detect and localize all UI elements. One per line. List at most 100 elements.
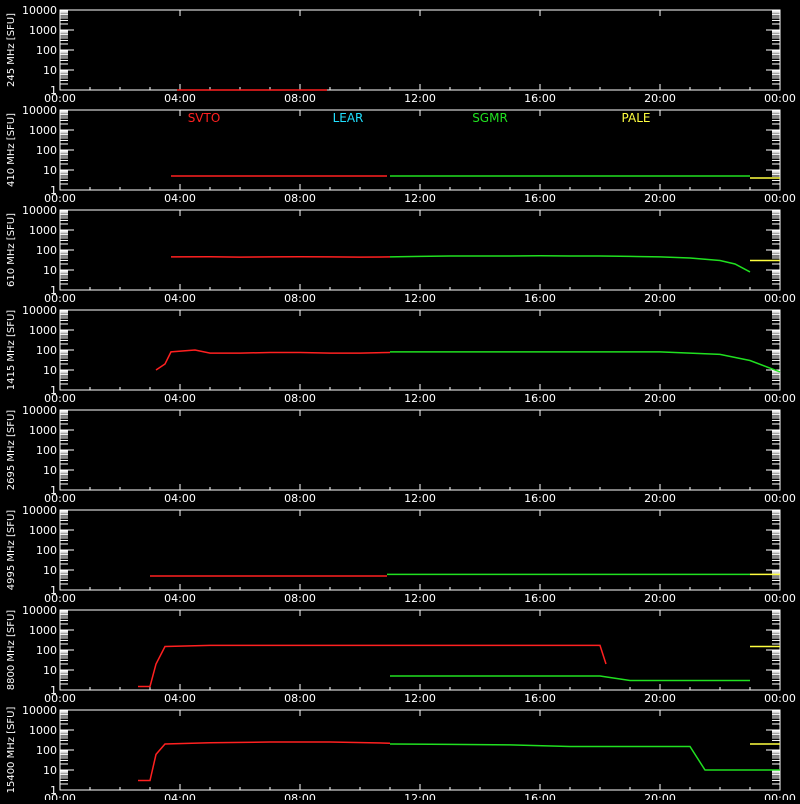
panel-frame [60,410,780,490]
y-tick-label: 10 [43,464,57,477]
y-tick-label: 100 [36,44,57,57]
y-tick-label: 100 [36,144,57,157]
x-tick-label: 12:00 [404,192,436,205]
panel-ylabel: 410 MHz [SFU] [6,113,17,187]
x-tick-label: 20:00 [644,292,676,305]
x-tick-label: 08:00 [284,292,316,305]
x-tick-label: 04:00 [164,592,196,605]
x-tick-label: 08:00 [284,592,316,605]
panel-ylabel: 245 MHz [SFU] [6,13,17,87]
x-tick-label: 20:00 [644,792,676,800]
x-tick-label: 16:00 [524,592,556,605]
x-tick-label: 20:00 [644,692,676,705]
y-tick-label: 10 [43,764,57,777]
x-tick-label: 20:00 [644,392,676,405]
y-tick-label: 10000 [22,604,57,617]
y-tick-label: 100 [36,344,57,357]
y-tick-label: 10000 [22,104,57,117]
y-tick-label: 100 [36,544,57,557]
series-sgmr [390,744,780,770]
y-tick-label: 10000 [22,404,57,417]
x-tick-label: 00:00 [764,692,796,705]
y-tick-label: 10000 [22,204,57,217]
x-tick-label: 04:00 [164,492,196,505]
y-tick-label: 10 [43,264,57,277]
x-tick-label: 00:00 [764,292,796,305]
panel-ylabel: 4995 MHz [SFU] [6,510,17,591]
y-tick-label: 1000 [29,724,57,737]
y-tick-label: 1000 [29,224,57,237]
x-tick-label: 16:00 [524,492,556,505]
panel-frame [60,210,780,290]
x-tick-label: 20:00 [644,92,676,105]
x-tick-label: 04:00 [164,292,196,305]
x-tick-label: 00:00 [764,92,796,105]
x-tick-label: 12:00 [404,392,436,405]
y-tick-label: 100 [36,244,57,257]
x-tick-label: 12:00 [404,492,436,505]
series-svto [138,645,606,686]
y-tick-label: 100 [36,444,57,457]
y-tick-label: 10 [43,164,57,177]
panel-ylabel: 8800 MHz [SFU] [6,610,17,691]
x-tick-label: 16:00 [524,792,556,800]
series-svto [138,742,390,781]
x-tick-label: 08:00 [284,192,316,205]
y-tick-label: 10 [43,564,57,577]
y-tick-label: 10 [43,664,57,677]
x-tick-label: 20:00 [644,492,676,505]
x-tick-label: 08:00 [284,792,316,800]
y-tick-label: 100 [36,744,57,757]
y-tick-label: 10 [43,64,57,77]
x-tick-label: 00:00 [764,792,796,800]
y-tick-label: 1000 [29,624,57,637]
series-sgmr [390,352,780,372]
x-tick-label: 12:00 [404,292,436,305]
legend-lear: LEAR [333,111,364,125]
y-tick-label: 1000 [29,324,57,337]
series-sgmr [390,256,750,272]
x-tick-label: 16:00 [524,692,556,705]
x-tick-label: 16:00 [524,92,556,105]
x-tick-label: 16:00 [524,192,556,205]
x-tick-label: 00:00 [764,392,796,405]
x-tick-label: 20:00 [644,592,676,605]
series-sgmr [390,676,750,681]
x-tick-label: 04:00 [164,192,196,205]
panel-ylabel: 15400 MHz [SFU] [6,707,17,794]
x-tick-label: 08:00 [284,692,316,705]
x-tick-label: 12:00 [404,692,436,705]
x-tick-label: 16:00 [524,292,556,305]
x-tick-label: 20:00 [644,192,676,205]
x-tick-label: 04:00 [164,692,196,705]
x-tick-label: 12:00 [404,92,436,105]
y-tick-label: 1000 [29,124,57,137]
panel-ylabel: 2695 MHz [SFU] [6,410,17,491]
y-tick-label: 10000 [22,304,57,317]
panel-frame [60,510,780,590]
y-tick-label: 10000 [22,704,57,717]
panel-ylabel: 1415 MHz [SFU] [6,310,17,391]
y-tick-label: 10000 [22,4,57,17]
x-tick-label: 00:00 [44,792,76,800]
x-tick-label: 16:00 [524,392,556,405]
y-tick-label: 100 [36,644,57,657]
panel-frame [60,110,780,190]
x-tick-label: 08:00 [284,492,316,505]
panel-frame [60,310,780,390]
panel-ylabel: 610 MHz [SFU] [6,213,17,287]
panel-frame [60,10,780,90]
y-tick-label: 1000 [29,524,57,537]
panel-frame [60,710,780,790]
x-tick-label: 08:00 [284,392,316,405]
y-tick-label: 1000 [29,24,57,37]
x-tick-label: 12:00 [404,792,436,800]
x-tick-label: 04:00 [164,392,196,405]
